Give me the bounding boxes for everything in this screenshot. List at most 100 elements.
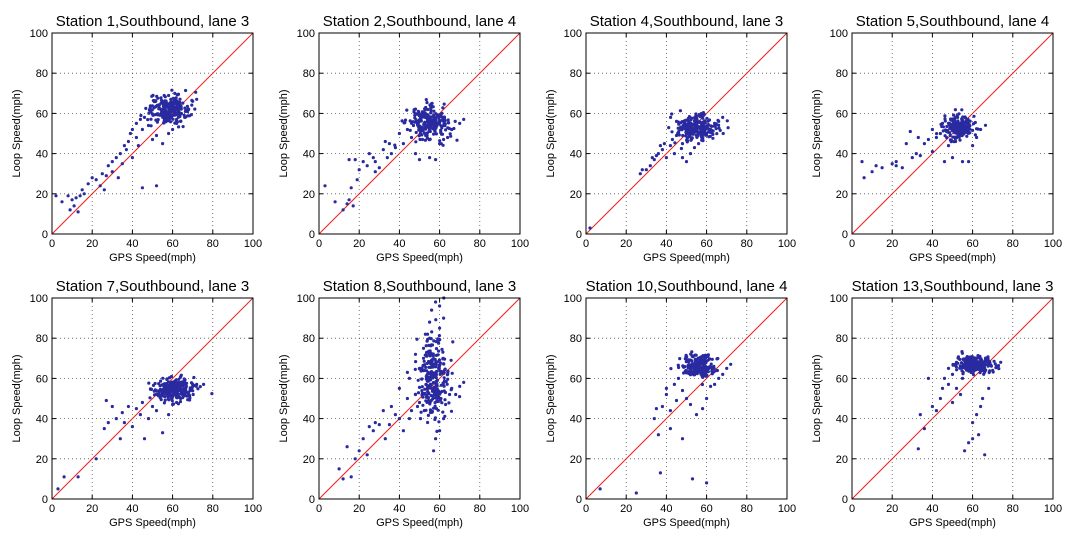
y-axis-label: Loop Speed(mph) <box>278 354 290 442</box>
data-point <box>894 160 898 164</box>
data-point <box>960 369 964 373</box>
data-point <box>345 445 349 449</box>
data-point <box>441 106 445 110</box>
data-point <box>959 361 964 365</box>
x-tick-label: 40 <box>660 503 672 515</box>
data-point <box>161 100 165 104</box>
data-point <box>162 121 166 125</box>
data-point <box>442 417 446 421</box>
y-tick-label: 0 <box>309 494 315 506</box>
data-point <box>434 132 438 136</box>
data-point <box>429 111 433 115</box>
data-point <box>444 380 448 384</box>
data-point <box>417 366 422 370</box>
data-point <box>955 368 959 372</box>
data-point <box>74 196 78 200</box>
data-point <box>409 409 414 413</box>
data-point <box>428 371 432 376</box>
data-point <box>138 117 142 121</box>
data-point <box>453 119 457 123</box>
data-point <box>667 126 671 130</box>
panel-title: Station 7,Southbound, lane 3 <box>56 278 250 295</box>
data-point <box>134 407 138 411</box>
data-point <box>695 364 699 368</box>
reference-line <box>318 297 521 500</box>
data-point <box>440 401 444 405</box>
data-point <box>86 182 90 186</box>
data-point <box>405 370 409 374</box>
data-point <box>942 376 947 380</box>
data-point <box>953 108 958 112</box>
data-point <box>175 381 179 385</box>
data-point <box>118 437 122 441</box>
data-point <box>408 119 412 123</box>
data-point <box>694 353 698 357</box>
data-point <box>975 127 979 131</box>
data-point <box>433 387 437 391</box>
data-point <box>934 135 939 140</box>
data-point <box>423 353 427 357</box>
data-point <box>179 119 183 123</box>
data-point <box>958 121 963 125</box>
data-point <box>443 357 447 361</box>
reference-line <box>51 297 254 500</box>
data-point <box>943 114 947 118</box>
data-point <box>444 402 448 407</box>
x-tick-label: 40 <box>393 238 405 250</box>
data-point <box>958 138 962 142</box>
y-axis-label: Loop Speed(mph) <box>11 89 23 177</box>
data-point <box>715 132 719 136</box>
x-tick-label: 80 <box>1007 238 1019 250</box>
y-axis-label: Loop Speed(mph) <box>545 354 557 442</box>
y-tick-label: 20 <box>36 189 48 201</box>
x-tick-label: 80 <box>207 503 219 515</box>
data-point <box>409 135 414 140</box>
x-tick-label: 40 <box>126 503 138 515</box>
data-point <box>155 103 159 107</box>
data-point <box>147 381 151 385</box>
data-point <box>669 367 673 371</box>
x-tick-label: 100 <box>244 503 262 515</box>
data-point <box>442 384 446 388</box>
x-tick-label: 100 <box>244 238 262 250</box>
data-point <box>979 404 983 409</box>
data-point <box>421 395 425 399</box>
data-point <box>971 367 975 371</box>
data-point <box>373 160 377 164</box>
data-point <box>361 437 365 441</box>
data-point <box>438 142 442 146</box>
data-point <box>435 387 439 391</box>
data-point <box>355 178 359 182</box>
y-tick-label: 100 <box>564 28 582 40</box>
data-point <box>674 119 679 123</box>
x-axis-label: GPS Speed(mph) <box>909 252 996 264</box>
data-point <box>434 372 438 377</box>
data-point <box>446 126 450 130</box>
data-point <box>948 133 952 138</box>
data-point <box>930 150 935 154</box>
y-tick-label: 100 <box>30 293 48 305</box>
data-point <box>435 369 439 374</box>
data-point <box>678 109 683 113</box>
data-point <box>442 376 446 380</box>
data-point <box>432 393 436 397</box>
data-point <box>676 363 680 367</box>
data-point <box>118 152 122 156</box>
data-point <box>139 113 143 118</box>
data-point <box>416 391 421 395</box>
data-point <box>163 391 167 395</box>
data-point <box>953 118 957 122</box>
data-point <box>430 330 434 334</box>
data-point <box>445 382 449 386</box>
data-point <box>690 126 694 130</box>
data-point <box>434 347 439 351</box>
data-point <box>425 376 429 380</box>
data-point <box>705 396 709 401</box>
data-point <box>429 383 433 387</box>
data-point <box>423 107 427 111</box>
x-tick-label: 60 <box>433 503 445 515</box>
x-tick-label: 100 <box>511 503 529 515</box>
data-point <box>721 372 725 376</box>
data-point <box>110 160 114 164</box>
data-point <box>692 123 697 127</box>
